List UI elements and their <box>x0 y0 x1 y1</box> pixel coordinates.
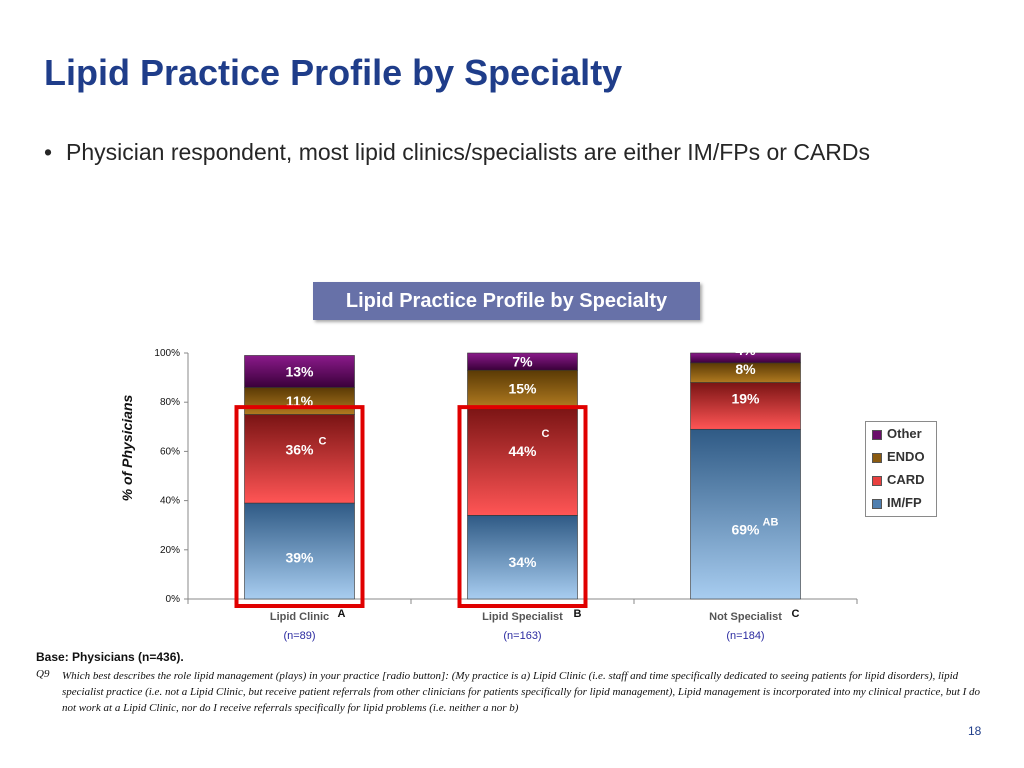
bar-segment-other <box>690 352 801 364</box>
bar-segment-other <box>244 355 355 388</box>
bar-segment-card <box>467 406 578 516</box>
legend-swatch <box>872 429 882 440</box>
legend-label: IM/FP <box>887 495 922 510</box>
chart-labels: 39% 36% C 11% 13% Lipid Clinic A (n=89) 34% 44% C 1… <box>234 342 800 642</box>
data-label: 69% <box>731 521 760 537</box>
y-axis-label: % of Physicians <box>119 394 135 501</box>
data-label: 36% <box>285 441 314 457</box>
chart-legend: Other ENDO CARD IM/FP <box>865 421 937 517</box>
category-n: (n=163) <box>503 630 541 642</box>
significance-letter: AB <box>763 516 779 528</box>
bullet-text: Physician respondent, most lipid clinics… <box>66 139 871 165</box>
question-label: Q9 <box>36 668 50 680</box>
bar-segment-card <box>244 414 355 504</box>
significance-letter: C <box>319 436 327 448</box>
data-label: 8% <box>735 361 756 377</box>
bar-segment-imfp <box>690 428 801 600</box>
category-letter: A <box>338 608 346 620</box>
significance-letter: C <box>542 428 550 440</box>
bullet-point: • Physician respondent, most lipid clinic… <box>44 139 870 166</box>
bullet-marker: • <box>44 139 53 165</box>
page-number: 18 <box>968 724 982 738</box>
legend-item: IM/FP <box>872 495 922 510</box>
legend-item: ENDO <box>872 449 925 464</box>
highlight-box <box>457 405 588 608</box>
data-label: 4% <box>735 342 756 358</box>
bar-segment-imfp <box>467 515 578 600</box>
chart-title-box: Lipid Practice Profile by Specialty <box>313 282 700 320</box>
data-label: 19% <box>731 391 760 407</box>
y-tick-label: 40% <box>160 496 180 507</box>
bar-segment-endo <box>244 387 355 415</box>
data-label: 7% <box>512 354 533 370</box>
data-label: 44% <box>508 443 537 459</box>
y-tick-label: 0% <box>166 594 181 605</box>
legend-item: CARD <box>872 472 925 487</box>
x-tick-label: Lipid Clinic <box>270 611 329 623</box>
data-label: 11% <box>286 393 314 409</box>
legend-label: CARD <box>887 472 925 487</box>
bar-segment-other <box>467 352 578 371</box>
y-tick-label: 20% <box>160 545 180 556</box>
y-tick-label: 100% <box>154 348 180 359</box>
y-tick-label: 80% <box>160 397 180 408</box>
legend-label: ENDO <box>887 449 925 464</box>
base-note: Base: Physicians (n=436). <box>36 650 184 664</box>
x-tick-label: Lipid Specialist <box>482 611 563 623</box>
legend-swatch <box>872 452 882 463</box>
data-label: 34% <box>508 554 537 570</box>
y-tick-label: 60% <box>160 446 180 457</box>
data-label: 39% <box>285 550 314 566</box>
legend-swatch <box>872 498 882 509</box>
chart-bars <box>244 352 801 600</box>
highlight-box <box>234 405 365 608</box>
x-tick-label: Not Specialist <box>709 611 782 623</box>
category-n: (n=184) <box>726 630 764 642</box>
category-letter: C <box>792 608 800 620</box>
legend-swatch <box>872 475 882 486</box>
question-text: Which best describes the role lipid mana… <box>62 670 981 714</box>
category-letter: B <box>574 608 582 620</box>
bar-segment-endo <box>467 369 578 408</box>
bar-segment-card <box>690 382 801 430</box>
data-label: 13% <box>285 363 314 379</box>
legend-label: Other <box>887 426 922 441</box>
category-n: (n=89) <box>283 630 315 642</box>
page-title: Lipid Practice Profile by Specialty <box>44 52 623 93</box>
legend-item: Other <box>872 426 922 441</box>
data-label: 15% <box>508 381 537 397</box>
